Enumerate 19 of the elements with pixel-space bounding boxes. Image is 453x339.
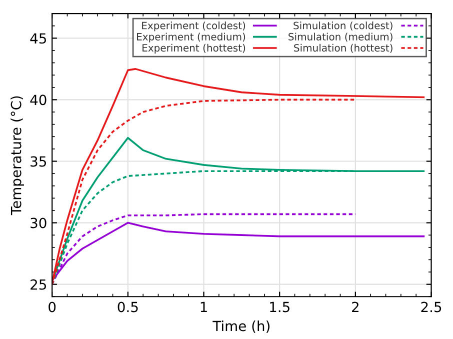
y-tick-label: 25 [30, 279, 46, 290]
x-tick-label: 2 [352, 302, 358, 312]
x-tick-label: 2.5 [421, 302, 442, 312]
x-tick-label: 1.5 [270, 302, 290, 312]
y-tick-label: 40 [30, 94, 46, 106]
legend-label: Experiment (hottest) [142, 44, 246, 54]
y-axis-title: Temperature (°C) [10, 96, 24, 216]
y-tick-label: 45 [30, 33, 46, 44]
legend-label: Experiment (coldest) [142, 22, 246, 32]
x-tick-label: 0 [48, 302, 56, 312]
y-tick-label: 35 [30, 156, 46, 167]
y-tick-label: 30 [30, 218, 46, 228]
x-axis-title: Time (h) [212, 320, 270, 333]
legend-label: Experiment (medium) [137, 32, 246, 42]
x-tick-label: 1 [200, 302, 207, 312]
legend-label: Simulation (hottest) [294, 44, 392, 53]
x-tick-label: 0.5 [118, 302, 138, 312]
legend-label: Simulation (medium) [288, 32, 392, 42]
legend-label: Simulation (coldest) [294, 22, 392, 30]
